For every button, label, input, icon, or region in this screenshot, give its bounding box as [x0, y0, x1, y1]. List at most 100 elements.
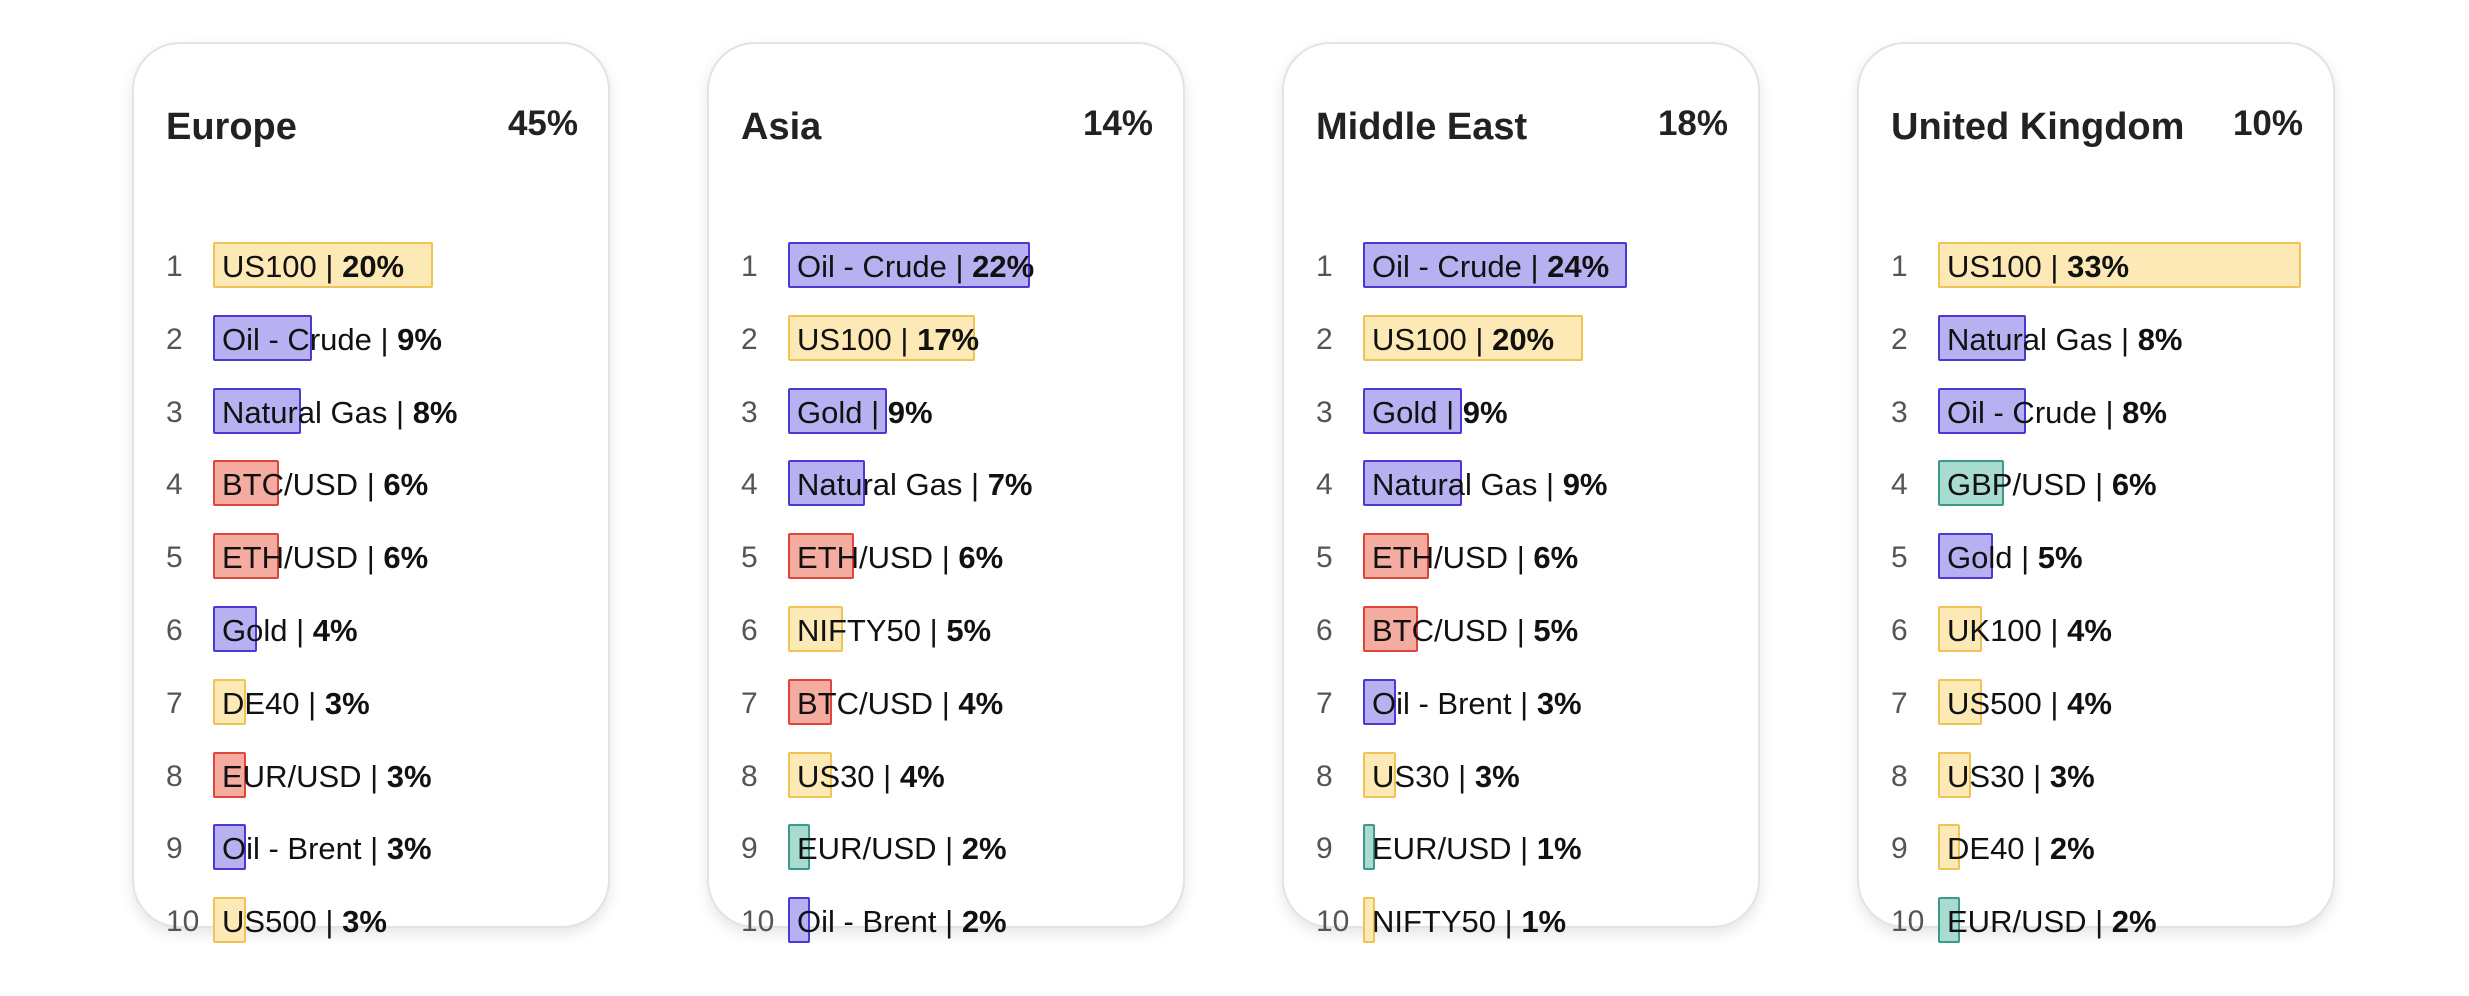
bar-label: Oil - Crude | 9%	[222, 321, 442, 357]
bar-row: 2 US100 | 17%	[709, 313, 1183, 365]
instrument-name: Oil - Crude	[222, 321, 372, 357]
bar-label: BTC/USD | 5%	[1372, 613, 1579, 648]
instrument-name: US30	[1947, 758, 2025, 794]
region-share: 14%	[1082, 104, 1153, 143]
instrument-name: NIFTY50	[1372, 904, 1497, 940]
instrument-name: BTC/USD	[1372, 613, 1509, 648]
value-label: 5%	[1533, 613, 1579, 648]
bar-label: US100 | 20%	[1372, 321, 1555, 357]
bar-label: Natural Gas | 7%	[797, 467, 1033, 503]
instrument-name: EUR/USD	[1947, 904, 2087, 940]
instrument-name: Gold	[1947, 540, 2013, 576]
bar-row: 6 NIFTY50 | 5%	[709, 604, 1183, 656]
region-share: 10%	[2232, 104, 2303, 143]
bar-row: 5 ETH/USD | 6%	[1284, 531, 1758, 583]
bar-row: 2 Oil - Crude | 9%	[134, 313, 608, 365]
bar-label: ETH/USD | 6%	[222, 540, 429, 576]
bar	[213, 533, 279, 580]
bar-label: ETH/USD | 6%	[797, 540, 1004, 576]
bar-row: 6 Gold | 4%	[134, 604, 608, 656]
bar-row: 4 Natural Gas | 9%	[1284, 458, 1758, 510]
bar-row: 5 Gold | 5%	[1859, 531, 2333, 583]
value-label: 4%	[2067, 685, 2112, 721]
bar	[1938, 897, 1960, 944]
value-label: 2%	[961, 831, 1007, 867]
bar	[788, 460, 865, 507]
region-share: 18%	[1657, 104, 1728, 143]
bar	[788, 533, 854, 580]
rank-number: 1	[166, 250, 183, 283]
bar	[788, 824, 810, 871]
rank-number: 6	[741, 614, 758, 647]
instrument-name: US100	[1372, 321, 1467, 357]
rank-number: 7	[166, 686, 183, 720]
bar	[1938, 314, 2026, 361]
rank-number: 7	[1316, 686, 1333, 720]
rank-number: 1	[1316, 250, 1333, 283]
region-card-europe: Europe 45% 1 US100 | 20% 2 Oil - Crude | 9%…	[132, 42, 610, 944]
instrument-name: US100	[1947, 249, 2042, 284]
bar-row: 8 US30 | 3%	[1284, 750, 1758, 802]
bar-label: EUR/USD | 2%	[1947, 904, 2157, 940]
rank-number: 3	[1891, 395, 1908, 429]
instrument-name: Oil - Crude	[1947, 394, 2097, 430]
bar-label: US30 | 3%	[1947, 758, 2095, 794]
instrument-name: Natural Gas	[1947, 321, 2113, 357]
bar-row: 1 Oil - Crude | 24%	[1284, 240, 1758, 292]
value-label: 6%	[2111, 467, 2157, 503]
bar-row: 10 Oil - Brent | 2%	[709, 895, 1183, 947]
value-label: 4%	[312, 613, 358, 648]
bar-row: 3 Gold | 9%	[1284, 386, 1758, 438]
rank-number: 2	[741, 322, 758, 356]
region-card-united-kingdom: United Kingdom 10% 1 US100 | 33% 2 Natural …	[1857, 42, 2335, 944]
value-label: 4%	[2067, 613, 2112, 648]
bar	[1938, 606, 1982, 652]
bar-row: 5 ETH/USD | 6%	[709, 531, 1183, 583]
instrument-name: GBP/USD	[1947, 467, 2087, 503]
region-title: Europe	[166, 106, 297, 148]
bar-label: BTC/USD | 6%	[222, 467, 429, 503]
bar	[213, 678, 246, 725]
bar-label: Oil - Brent | 2%	[797, 904, 1007, 940]
value-label: 7%	[987, 467, 1033, 503]
rank-number: 5	[741, 541, 758, 575]
bar-label: DE40 | 2%	[1947, 831, 2095, 867]
value-label: 8%	[412, 394, 458, 430]
value-label: 2%	[961, 904, 1007, 940]
bar-label: EUR/USD | 3%	[222, 758, 432, 794]
instrument-name: EUR/USD	[222, 758, 362, 794]
bar-row: 6 BTC/USD | 5%	[1284, 604, 1758, 656]
rank-number: 9	[1891, 832, 1908, 866]
value-label: 6%	[1533, 540, 1579, 576]
bar-row: 9 EUR/USD | 1%	[1284, 822, 1758, 874]
instrument-name: NIFTY50	[797, 613, 922, 648]
bar	[213, 387, 301, 434]
rank-number: 5	[166, 541, 183, 575]
value-label: 6%	[383, 467, 429, 503]
value-label: 20%	[1492, 321, 1555, 357]
bar-row: 7 BTC/USD | 4%	[709, 677, 1183, 729]
bar	[213, 314, 312, 361]
value-label: 3%	[1536, 685, 1582, 721]
value-label: 3%	[386, 758, 432, 794]
value-label: 6%	[383, 540, 429, 576]
bar-label: Gold | 9%	[1372, 394, 1508, 430]
bar-label: Natural Gas | 8%	[1947, 321, 2183, 357]
instrument-name: Gold	[1372, 394, 1438, 430]
bar	[1363, 387, 1462, 434]
bar	[1363, 751, 1396, 798]
region-title: United Kingdom	[1891, 106, 2185, 148]
instrument-name: EUR/USD	[797, 831, 937, 867]
bar-label: EUR/USD | 1%	[1372, 831, 1582, 867]
bar	[1363, 678, 1396, 725]
region-card-asia: Asia 14% 1 Oil - Crude | 22% 2 US100 | 17% 3…	[707, 42, 1185, 944]
rank-number: 3	[1316, 395, 1333, 429]
instrument-name: ETH/USD	[1372, 540, 1509, 576]
bar-label: Gold | 9%	[797, 394, 933, 430]
instrument-name: ETH/USD	[797, 540, 934, 576]
rank-number: 9	[1316, 832, 1333, 866]
rank-number: 3	[166, 395, 183, 429]
region-card-middle-east: Middle East 18% 1 Oil - Crude | 24% 2 US100…	[1282, 42, 1760, 944]
bar-label: BTC/USD | 4%	[797, 685, 1004, 721]
